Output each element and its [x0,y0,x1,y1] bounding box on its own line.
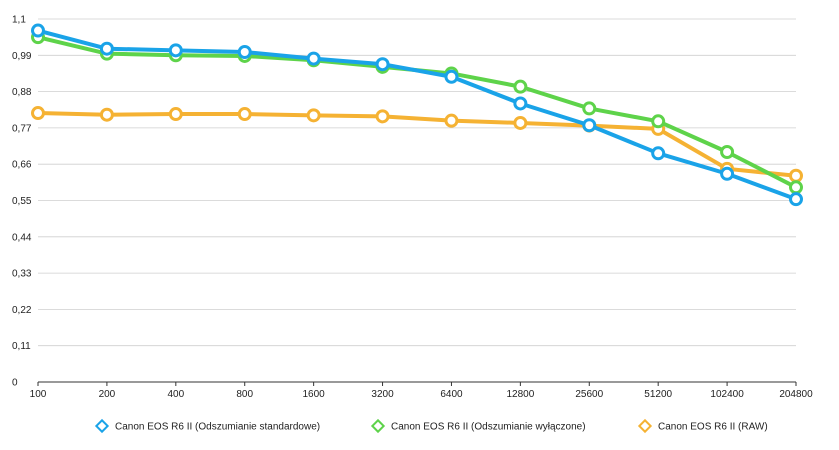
x-tick-label: 102400 [710,389,744,400]
y-tick-label: 0,88 [12,87,32,98]
data-point [168,43,183,58]
data-point [789,192,803,207]
x-tick-label: 100 [30,389,47,400]
legend-label: Canon EOS R6 II (Odszumianie standardowe… [115,422,320,433]
data-point [31,106,45,121]
gridlines [38,18,796,347]
axes: 0 0,11 0,22 0,33 0,44 0,55 0,66 0,77 0,88 0,99 1,1… [12,15,813,401]
y-tick-label: 1,1 [12,15,26,26]
series-group [31,30,803,195]
data-point [375,109,390,124]
data-point [651,146,666,161]
data-point [789,180,803,195]
x-tick-label: 1600 [303,389,326,400]
y-tick-label: 0 [12,378,18,389]
data-point [306,108,321,123]
data-point [789,168,803,183]
x-tick-label: 400 [167,389,184,400]
y-tick-label: 0,33 [12,269,32,280]
y-tick-label: 0,22 [12,305,32,316]
data-point [651,114,666,129]
legend: Canon EOS R6 II (Odszumianie standardowe… [94,418,768,434]
y-tick-label: 0,99 [12,51,32,62]
data-point [444,113,459,128]
series-line [36,35,798,190]
data-point [99,107,114,122]
data-point [444,69,459,84]
series-line [36,28,798,202]
data-point [375,57,390,72]
data-point [513,115,528,130]
legend-label: Canon EOS R6 II (RAW) [658,422,768,433]
data-point [306,51,321,66]
y-tick-label: 0,55 [12,196,32,207]
data-point [31,23,45,38]
series-lines [31,23,803,207]
x-tick-label: 51200 [644,389,672,400]
x-tick-label: 204800 [779,389,813,400]
data-point [237,107,252,122]
data-point [168,107,183,122]
data-point [513,79,528,94]
data-point [237,45,252,59]
x-tick-label: 6400 [440,389,463,400]
data-point [99,41,114,56]
data-point [720,166,735,181]
x-tick-label: 3200 [371,389,394,400]
series-group [31,106,803,183]
y-tick-label: 0,44 [12,232,32,243]
y-tick-label: 0,77 [12,123,32,134]
data-point [582,118,597,133]
series-line [36,111,798,178]
y-tick-label: 0,11 [12,341,31,352]
x-tick-label: 200 [99,389,116,400]
x-tick-label: 800 [236,389,253,400]
legend-marker [370,418,386,434]
x-tick-label: 12800 [506,389,534,400]
y-tick-label: 0,66 [12,160,32,171]
data-point [513,96,528,111]
x-tick-label: 25600 [575,389,603,400]
data-point [582,101,597,116]
series-group [31,23,803,207]
data-point [720,144,735,159]
legend-marker [637,418,653,434]
legend-label: Canon EOS R6 II (Odszumianie wyłączone) [391,422,586,433]
legend-marker [94,418,110,434]
